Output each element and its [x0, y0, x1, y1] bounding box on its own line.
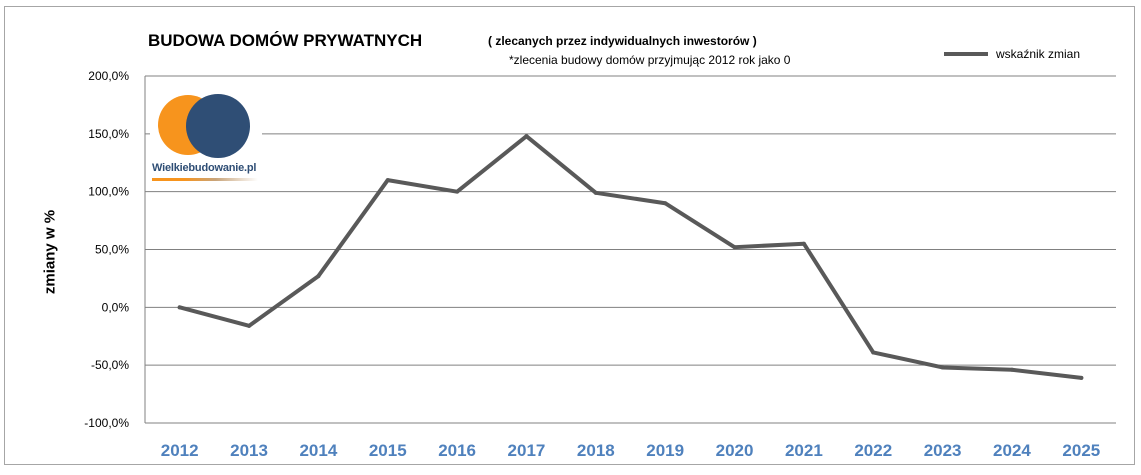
x-tick-label: 2017 — [508, 441, 546, 460]
y-tick-label: 150,0% — [88, 127, 129, 141]
x-tick-label: 2012 — [161, 441, 199, 460]
logo: Wielkiebudowanie.pl — [150, 92, 262, 187]
logo-underline — [152, 178, 258, 181]
chart-subtitle: ( zlecanych przez indywidualnych inwesto… — [488, 34, 757, 48]
data-point — [593, 190, 598, 195]
data-point — [316, 274, 321, 279]
x-tick-label: 2019 — [646, 441, 684, 460]
data-point — [801, 241, 806, 246]
data-point — [385, 178, 390, 183]
chart-frame — [4, 6, 1135, 465]
data-point — [663, 201, 668, 206]
x-tick-label: 2014 — [299, 441, 337, 460]
x-tick-label: 2025 — [1062, 441, 1100, 460]
legend-label: wskaźnik zmian — [996, 47, 1081, 61]
y-tick-label: -100,0% — [84, 416, 129, 430]
series-line — [177, 134, 1084, 380]
chart-note: *zlecenia budowy domów przyjmując 2012 r… — [509, 53, 791, 67]
y-tick-label: 200,0% — [88, 69, 129, 83]
y-axis-label: zmiany w % — [41, 209, 59, 295]
x-tick-label: 2024 — [993, 441, 1031, 460]
y-tick-label: 0,0% — [102, 300, 130, 314]
x-tick-label: 2018 — [577, 441, 615, 460]
x-tick-label: 2021 — [785, 441, 823, 460]
logo-blue-circle — [186, 94, 250, 158]
data-point — [524, 134, 529, 139]
data-point — [1009, 367, 1014, 372]
data-point — [455, 189, 460, 194]
legend-line-swatch — [944, 52, 988, 56]
data-point — [1079, 375, 1084, 380]
x-tick-label: 2016 — [438, 441, 476, 460]
logo-text: Wielkiebudowanie.pl — [152, 162, 257, 174]
x-tick-label: 2022 — [854, 441, 892, 460]
x-tick-label: 2023 — [924, 441, 962, 460]
x-tick-label: 2020 — [716, 441, 754, 460]
data-point — [732, 245, 737, 250]
chart-title: BUDOWA DOMÓW PRYWATNYCH — [148, 31, 423, 50]
x-tick-label: 2013 — [230, 441, 268, 460]
data-point — [940, 365, 945, 370]
data-point — [247, 323, 252, 328]
y-tick-label: 50,0% — [95, 243, 129, 257]
x-tick-label: 2015 — [369, 441, 407, 460]
y-tick-label: -50,0% — [91, 358, 129, 372]
data-point — [871, 350, 876, 355]
legend: wskaźnik zmian — [944, 47, 1080, 61]
data-point — [177, 305, 182, 310]
y-tick-label: 100,0% — [88, 185, 129, 199]
